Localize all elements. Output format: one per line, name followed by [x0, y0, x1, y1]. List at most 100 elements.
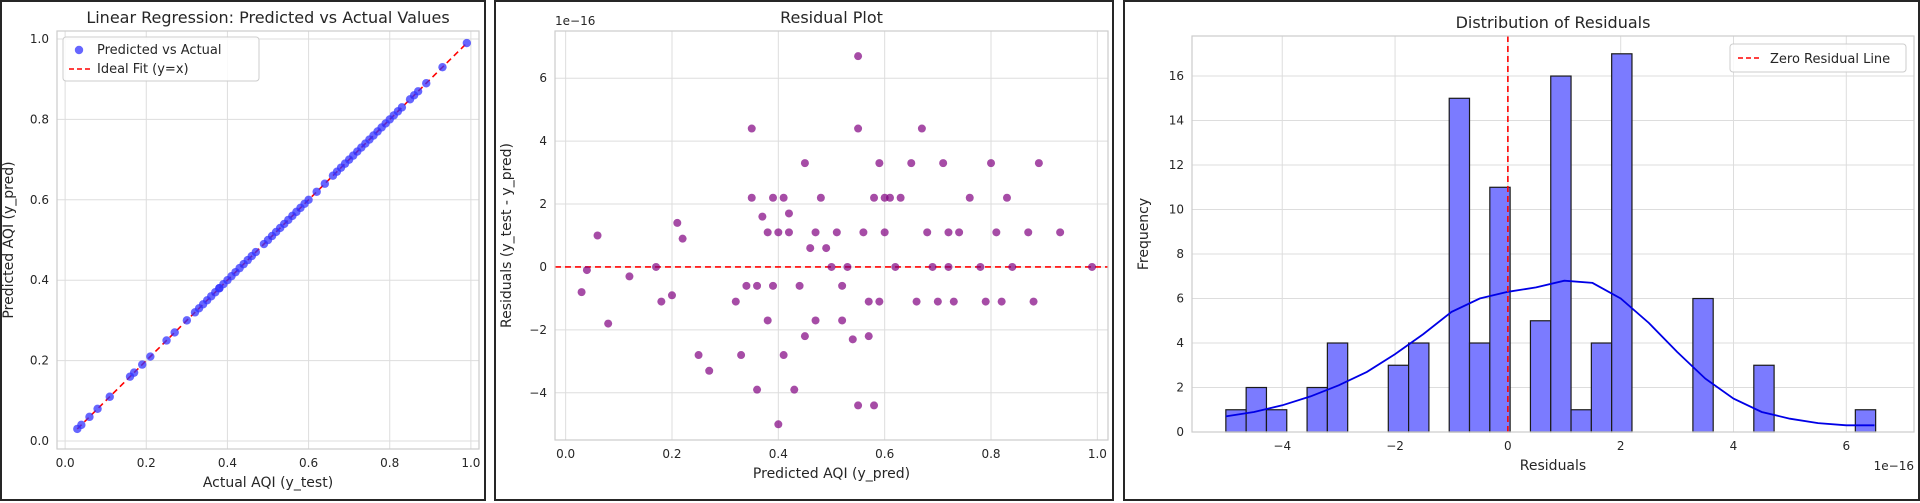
residual-point [939, 159, 948, 168]
residual-point [827, 262, 836, 271]
residual-point [806, 244, 815, 253]
legend-marker-scatter [74, 45, 84, 55]
x-tick-label: −2 [1386, 439, 1404, 453]
x-tick-label: 0.8 [981, 447, 1000, 461]
legend-box [1729, 43, 1907, 73]
residual-point [747, 193, 756, 202]
residual-point [917, 124, 926, 133]
residual-point [811, 316, 820, 325]
data-point [312, 187, 321, 196]
residual-point [769, 193, 778, 202]
x-tick-label: 0.6 [299, 456, 318, 470]
residual-point [822, 244, 831, 253]
data-point [162, 336, 171, 345]
legend-label-scatter: Predicted vs Actual [97, 43, 221, 58]
y-tick-label: 0 [539, 260, 547, 274]
residual-point [582, 266, 591, 275]
residual-point [593, 231, 602, 240]
residual-point [981, 297, 990, 306]
data-point [462, 38, 472, 48]
residual-point [854, 124, 863, 133]
x-tick-label: 0 [1504, 439, 1512, 453]
y-axis-label: Residuals (y_test - y_pred) [499, 143, 515, 328]
histogram-panel: −4 −2 0 2 4 6 0 2 4 6 8 10 12 14 16 Distribution of Res… [1123, 0, 1920, 501]
histogram-bar [1570, 409, 1592, 433]
residual-point [1034, 159, 1043, 168]
x-tick-label: 0.6 [875, 447, 894, 461]
histogram-bar [1590, 342, 1613, 433]
regression-chart: 0.0 0.2 0.4 0.6 0.8 1.0 0.0 0.2 0.4 0.6 0.8 1.0 Line… [1, 8, 480, 491]
x-tick-label: 0.0 [56, 456, 75, 470]
residual-point [667, 291, 676, 300]
x-tick-label: 0.2 [662, 447, 681, 461]
y-tick-label: 6 [1176, 292, 1184, 306]
residual-point [1024, 228, 1033, 237]
residual-point [753, 281, 762, 290]
residual-point [731, 297, 740, 306]
legend-label-line: Zero Residual Line [1770, 52, 1890, 67]
residual-point [832, 228, 841, 237]
residual-point [933, 297, 942, 306]
x-axis-label: Predicted AQI (y_pred) [753, 466, 910, 482]
residual-point [678, 234, 687, 243]
residual-point [811, 228, 820, 237]
residual-point [816, 193, 825, 202]
residual-point [673, 218, 682, 227]
residual-point [896, 193, 905, 202]
x-tick-label: 0.4 [218, 456, 237, 470]
residual-point [843, 262, 852, 271]
residual-chart: 0.0 0.2 0.4 0.6 0.8 1.0 −4 −2 0 2 4 6 Residual Plot P… [499, 8, 1109, 482]
residual-point [1002, 193, 1011, 202]
residual-point [705, 366, 714, 375]
residual-point [992, 228, 1001, 237]
residual-point [955, 228, 964, 237]
y-tick-label: 0.2 [30, 354, 49, 368]
y-tick-label: 16 [1169, 69, 1184, 83]
histogram-bar [1753, 364, 1775, 433]
residual-point [875, 159, 884, 168]
chart-title: Residual Plot [780, 8, 883, 27]
residual-point [800, 332, 809, 341]
data-point [413, 87, 423, 96]
x-axis-label: Residuals [1520, 458, 1586, 474]
x-tick-label: 1.0 [461, 456, 480, 470]
regression-panel: 0.0 0.2 0.4 0.6 0.8 1.0 0.0 0.2 0.4 0.6 0.8 1.0 Line… [0, 0, 486, 501]
residual-point [625, 272, 634, 281]
y-tick-label: 0.0 [30, 434, 49, 448]
residual-point [784, 228, 793, 237]
y-axis-label: Frequency [1136, 198, 1152, 270]
residual-point [838, 281, 847, 290]
residual-point [779, 351, 788, 360]
residual-point [880, 228, 889, 237]
residual-point [864, 332, 873, 341]
x-tick-label: 2 [1617, 439, 1625, 453]
data-point [129, 368, 139, 377]
data-point [251, 247, 261, 257]
data-point [170, 328, 179, 337]
chart-title: Linear Regression: Predicted vs Actual V… [86, 8, 449, 27]
plot-border [554, 30, 1109, 441]
residual-point [987, 159, 996, 168]
residual-point [747, 124, 756, 133]
residual-point [763, 316, 772, 325]
data-point [138, 360, 147, 369]
y-offset-label: 1e−16 [555, 14, 595, 28]
histogram-bar [1611, 53, 1633, 433]
residual-point [1008, 262, 1017, 271]
kde-curve [1225, 279, 1875, 427]
x-tick-label: 0.2 [137, 456, 156, 470]
residual-panel: 0.0 0.2 0.4 0.6 0.8 1.0 −4 −2 0 2 4 6 Residual Plot P… [494, 0, 1114, 501]
residual-point [1056, 228, 1065, 237]
x-tick-label: 0.0 [556, 447, 575, 461]
y-tick-label: 4 [539, 134, 547, 148]
x-tick-label: 4 [1730, 439, 1738, 453]
residual-point [949, 297, 958, 306]
residual-point [758, 212, 767, 221]
y-tick-label: 8 [1176, 247, 1184, 261]
x-tick-label: 6 [1842, 439, 1850, 453]
residual-point [864, 297, 873, 306]
legend-label-line: Ideal Fit (y=x) [97, 62, 189, 77]
residual-point [657, 297, 666, 306]
residual-point [1088, 262, 1097, 271]
residual-point [1029, 297, 1038, 306]
